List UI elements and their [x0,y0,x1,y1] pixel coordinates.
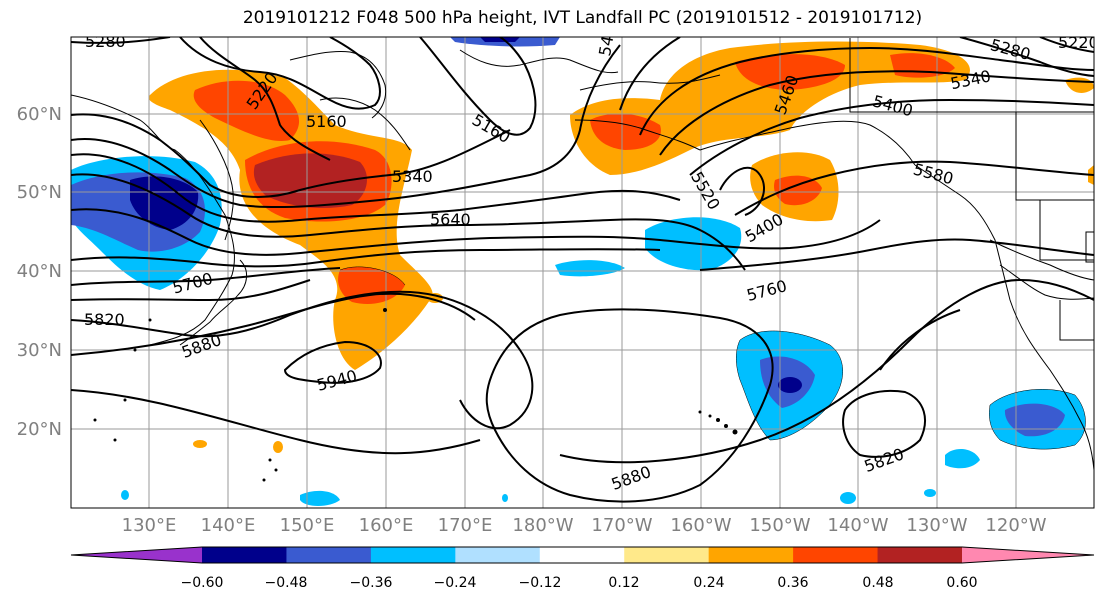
colorbar-tick-label: 0.12 [608,575,639,591]
contour-label: 5160 [306,112,347,131]
lon-label: 130°W [906,515,967,536]
colorbar-tick-label: −0.60 [181,575,224,591]
lon-label: 130°E [122,515,177,536]
colorbar-segment [539,547,625,563]
colorbar-segment [877,547,963,563]
colorbar-tick-label: 0.60 [946,575,977,591]
lat-label: 40°N [17,261,62,282]
colorbar-segment [793,547,879,563]
colorbar-segment [286,547,372,563]
colorbar-tick-label: 0.24 [693,575,724,591]
colorbar-outline [70,546,1095,564]
contour-label: 5820 [84,310,125,329]
islands [93,308,738,482]
contour-label: 5280 [85,32,126,51]
colorbar-tick-label: −0.24 [434,575,477,591]
colorbar-tick-label: −0.36 [350,575,393,591]
lon-label: 150°W [749,515,810,536]
colorbar-extend-low [71,547,202,563]
map-title: 2019101212 F048 500 hPa height, IVT Land… [242,8,923,28]
colorbar-tick-label: 0.48 [862,575,893,591]
lon-label: 180°W [512,515,573,536]
lat-label: 30°N [17,340,62,361]
lon-label: 170°W [591,515,652,536]
colorbar-tick-label: −0.48 [265,575,308,591]
colorbar-segment [624,547,710,563]
lon-label: 160°W [670,515,731,536]
longitude-labels: 130°E 140°E 150°E 160°E 170°E 180°W 170°… [122,515,1047,536]
contour-label: 5400 [595,14,621,57]
colorbar [70,546,1095,564]
lat-label: 60°N [17,104,62,125]
colorbar-segment [370,547,456,563]
lon-label: 140°E [201,515,256,536]
height-contours [71,37,1094,503]
colorbar-tick-label: −0.12 [519,575,562,591]
colorbar-segment [708,547,794,563]
colorbar-tick-label: 0.36 [777,575,808,591]
lat-label: 20°N [17,419,62,440]
contour-label: 5340 [392,167,433,186]
shading-outlines [339,266,1086,450]
colorbar-ticks: −0.60 −0.48 −0.36 −0.24 −0.12 0.12 0.24 … [181,575,978,591]
lon-label: 120°W [985,515,1046,536]
lon-label: 160°E [359,515,414,536]
colorbar-segment [202,547,287,563]
contour-label: 5640 [430,210,471,229]
colorbar-extend-high [962,547,1094,563]
colorbar-segment [455,547,541,563]
coastlines [71,38,1094,471]
lon-label: 150°E [280,515,335,536]
latitude-labels: 60°N 50°N 40°N 30°N 20°N [17,104,62,440]
map-frame [70,36,1095,509]
lon-label: 170°E [438,515,493,536]
lon-label: 140°W [827,515,888,536]
contour-label: 5220 [1058,33,1099,52]
lat-label: 50°N [17,182,62,203]
